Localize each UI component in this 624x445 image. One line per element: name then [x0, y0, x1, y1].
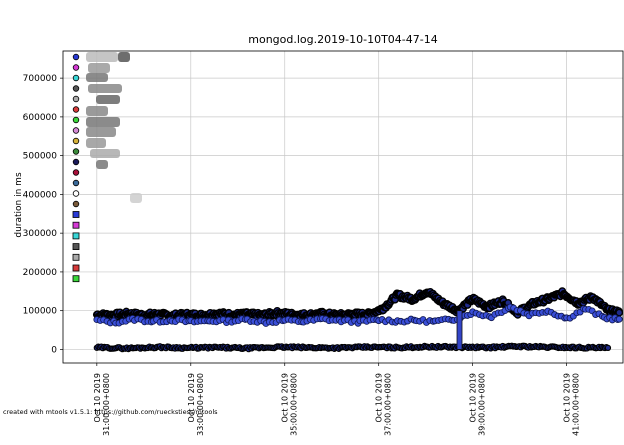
- x-axis-ticks: Oct 10 201931:00.00+0800 Oct 10 201933:00…: [93, 363, 581, 436]
- legend-marker: [72, 64, 80, 71]
- legend-marker: [72, 232, 80, 240]
- x-tick-label: Oct 10 201931:00.00+0800: [93, 373, 111, 436]
- data-point: [456, 310, 463, 350]
- data-point: [615, 315, 623, 323]
- legend-label-blurred: [86, 73, 108, 82]
- legend-marker: [72, 106, 80, 113]
- y-tick-label: 500000: [23, 152, 58, 162]
- y-tick-label: 600000: [23, 113, 58, 123]
- legend-marker: [72, 243, 80, 251]
- legend-label-blurred: [96, 95, 120, 104]
- legend-marker: [72, 275, 80, 283]
- legend-marker: [72, 74, 80, 82]
- y-axis-label: duration in ms: [14, 172, 24, 238]
- legend-marker: [72, 190, 80, 197]
- legend-marker: [72, 211, 80, 218]
- y-tick-label: 200000: [23, 268, 58, 278]
- plot-frame: [62, 50, 624, 364]
- x-tick-label: Oct 10 201933:00.00+0800: [187, 373, 205, 436]
- x-tick-label: Oct 10 201939:00.00+0800: [469, 373, 487, 436]
- legend-label-blurred: [86, 52, 118, 62]
- legend-marker: [72, 179, 80, 187]
- legend-label-blurred: [86, 106, 108, 116]
- y-tick-label: 400000: [23, 190, 58, 200]
- legend-marker: [72, 53, 80, 61]
- legend-marker: [72, 127, 80, 134]
- x-tick-label: Oct 10 201935:00.00+0800: [281, 373, 299, 436]
- legend-marker: [72, 264, 80, 272]
- legend-label-blurred: [86, 127, 116, 137]
- legend-marker: [72, 253, 80, 261]
- data-point: [615, 308, 624, 317]
- legend-label-blurred: [130, 193, 142, 203]
- legend-label-blurred: [96, 160, 108, 169]
- legend-marker: [72, 116, 80, 124]
- legend-marker: [72, 95, 80, 103]
- legend-marker: [72, 137, 80, 145]
- y-tick-label: 300000: [23, 229, 58, 239]
- data-points: [92, 287, 624, 353]
- legend-label-blurred: [88, 63, 110, 73]
- x-tick-label: Oct 10 201937:00.00+0800: [375, 373, 393, 436]
- legend-marker: [72, 200, 80, 208]
- chart-title: mongod.log.2019-10-10T04-47-14: [248, 33, 437, 46]
- legend-marker: [72, 169, 80, 176]
- legend-marker: [72, 158, 80, 166]
- legend-label-blurred: [118, 52, 130, 62]
- y-tick-label: 100000: [23, 307, 58, 317]
- x-tick-label: Oct 10 201941:00.00+0800: [563, 373, 581, 436]
- y-tick-label: 700000: [23, 74, 58, 84]
- y-axis-ticks: 0 100000 200000 300000 400000 500000 600000 700…: [23, 74, 63, 355]
- legend-label-blurred: [86, 138, 106, 148]
- legend-label-blurred: [90, 149, 120, 158]
- y-tick-label: 0: [51, 345, 57, 355]
- legend-label-blurred: [88, 84, 122, 93]
- legend: [72, 52, 142, 283]
- data-point: [604, 344, 612, 352]
- footer-credit: created with mtools v1.5.1: https://gith…: [3, 408, 218, 416]
- legend-marker: [72, 221, 80, 229]
- legend-marker: [72, 148, 80, 155]
- legend-label-blurred: [86, 117, 120, 127]
- legend-marker: [72, 85, 80, 92]
